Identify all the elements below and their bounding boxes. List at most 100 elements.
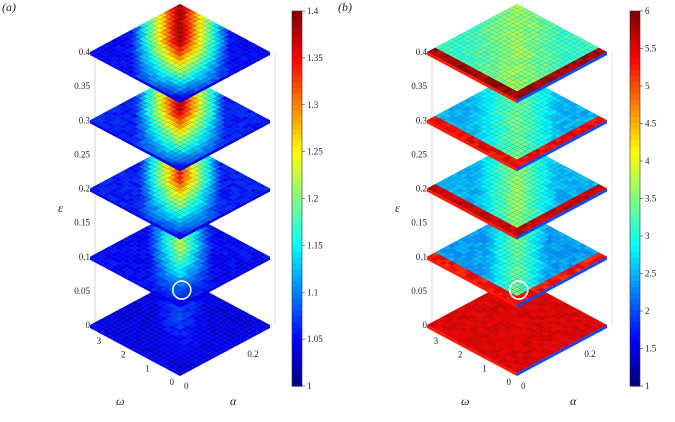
colorbar-band — [292, 292, 302, 299]
colorbar-band — [292, 93, 302, 100]
z-tick-label: 0.1 — [79, 252, 90, 262]
z-tick-label: 0.3 — [416, 115, 428, 125]
z-tick-label: 0.4 — [416, 47, 428, 57]
z-tick-label: 0 — [423, 320, 428, 330]
colorbar-band — [292, 233, 302, 241]
colorbar-tick-label: 1.2 — [307, 194, 318, 204]
z-tick-label: 0 — [86, 320, 91, 330]
z-tick-label: 0.35 — [411, 81, 427, 91]
colorbar-tick-label: 1.35 — [307, 53, 323, 63]
colorbar-band — [292, 221, 302, 229]
colorbar-band — [292, 52, 302, 59]
colorbar-band — [292, 186, 302, 194]
z-tick-label: 0.4 — [79, 47, 91, 57]
y-tick-label: 1 — [145, 363, 150, 373]
panel-a: (a) 00.050.10.150.20.250.30.350.4012300.… — [2, 0, 323, 408]
colorbar-band — [292, 368, 302, 375]
slice-eps-0 — [89, 276, 271, 376]
z-tick-label: 0.25 — [411, 149, 427, 159]
z-tick-label: 0.15 — [411, 218, 427, 228]
slice-eps-0.4 — [89, 3, 271, 103]
colorbar-band — [292, 274, 302, 282]
colorbar-band — [292, 344, 302, 352]
slice-edge — [90, 325, 180, 376]
colorbar-band — [292, 75, 302, 82]
colorbar-band — [292, 180, 302, 188]
x-tick-label: 0.2 — [247, 349, 258, 359]
colorbar-band — [292, 169, 302, 176]
panel-b-label: (b) — [338, 0, 352, 14]
colorbar-band — [292, 298, 302, 305]
colorbar-tick-label: 1.05 — [307, 334, 323, 344]
z-tick-label: 0.15 — [74, 218, 90, 228]
colorbar-tick-label: 1.4 — [307, 6, 319, 16]
panel-b-slices — [426, 3, 608, 376]
slice-eps-0.4 — [426, 3, 608, 103]
slice-edge — [180, 325, 270, 376]
colorbar-band — [292, 116, 302, 123]
colorbar-band — [292, 46, 302, 53]
colorbar-tick-label: 1.1 — [307, 287, 318, 297]
colorbar-band — [292, 257, 302, 264]
z-tick-label: 0.05 — [411, 286, 427, 296]
colorbar-band — [292, 98, 302, 106]
panel-a-colorbar: 11.051.11.151.21.251.31.351.4 — [291, 6, 323, 391]
colorbar-tick-label: 1.15 — [307, 240, 323, 250]
colorbar-band — [292, 69, 302, 77]
colorbar-band — [292, 245, 302, 252]
colorbar-band — [292, 239, 302, 246]
colorbar-band — [292, 251, 302, 258]
colorbar-band — [292, 16, 302, 24]
colorbar-band — [292, 22, 302, 30]
colorbar-band — [292, 145, 302, 153]
colorbar-band — [292, 262, 302, 270]
colorbar-band — [292, 87, 302, 94]
z-tick-label: 0.35 — [74, 81, 90, 91]
colorbar-band — [292, 104, 302, 112]
colorbar-band — [292, 157, 302, 164]
slice-eps-0.1 — [89, 208, 271, 308]
colorbar-band — [292, 163, 302, 170]
colorbar-band — [292, 198, 302, 205]
colorbar-band — [292, 362, 302, 370]
colorbar-band — [292, 350, 302, 358]
y-tick-label: 0 — [170, 377, 175, 387]
colorbar-band — [292, 268, 302, 276]
colorbar-band — [292, 128, 302, 135]
colorbar-band — [292, 139, 302, 147]
colorbar-band — [292, 321, 302, 329]
colorbar-band — [292, 339, 302, 346]
colorbar-tick-label: 1.25 — [307, 147, 323, 157]
colorbar-band — [292, 286, 302, 293]
y-tick-label: 2 — [121, 350, 126, 360]
colorbar-band — [292, 11, 302, 18]
x-tick-label: 0 — [184, 381, 189, 391]
colorbar-band — [292, 57, 302, 65]
panel-a-z-axis-label: ε — [58, 201, 63, 215]
z-tick-label: 0.05 — [74, 286, 90, 296]
colorbar-band — [292, 151, 302, 159]
colorbar-band — [292, 81, 302, 88]
colorbar-band — [292, 175, 302, 182]
colorbar-band — [292, 380, 302, 387]
colorbar-band — [292, 110, 302, 118]
colorbar-band — [292, 315, 302, 323]
colorbar-band — [292, 280, 302, 287]
colorbar-tick-label: 1.3 — [307, 100, 319, 110]
colorbar-band — [292, 122, 302, 129]
colorbar-band — [292, 309, 302, 317]
z-tick-label: 0.25 — [74, 149, 90, 159]
colorbar-band — [292, 216, 302, 223]
z-tick-label: 0.2 — [416, 184, 427, 194]
colorbar-band — [292, 134, 302, 141]
colorbar-band — [292, 40, 302, 47]
colorbar-band — [292, 327, 302, 334]
colorbar-band — [292, 333, 302, 340]
colorbar-band — [292, 28, 302, 36]
colorbar-band — [292, 34, 302, 41]
panel-a-slices — [89, 3, 271, 376]
panel-a-label: (a) — [2, 0, 16, 14]
z-tick-label: 0.1 — [416, 252, 427, 262]
colorbar-band — [292, 192, 302, 200]
